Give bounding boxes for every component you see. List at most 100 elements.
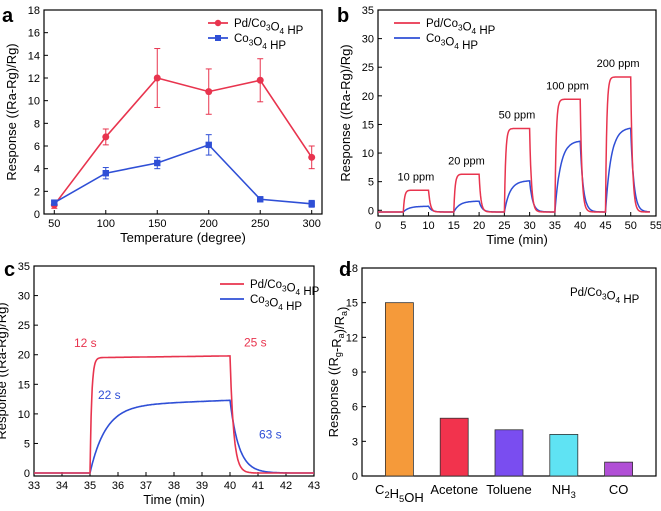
x-tick-label: 36 (112, 480, 124, 492)
y-tick-label: 25 (362, 62, 374, 74)
panel-c-chart: 0 5 10 15 20 25 30 35 33 34 35 36 37 38 39 40 41 42 43 Time… (0, 261, 320, 507)
y-tick-label: 6 (352, 402, 358, 414)
y-tick-label: 12 (346, 332, 358, 344)
panel-label-c: c (4, 259, 15, 281)
x-axis-label: Temperature (degree) (120, 230, 246, 245)
y-tick-label: 4 (34, 164, 40, 176)
y-tick-label: 8 (34, 118, 40, 130)
data-point (153, 74, 161, 82)
y-tick-label: 10 (18, 409, 30, 421)
series-line-pd (378, 76, 650, 213)
response-time-label: 12 s (74, 336, 97, 350)
y-axis-label: Response ((Rg-Ra)/Ra) (326, 307, 350, 438)
legend-entry: Co3O4 HP (234, 33, 286, 52)
y-tick-label: 10 (28, 96, 40, 108)
y-tick-label: 9 (352, 367, 358, 379)
bar (384, 302, 414, 477)
y-tick-label: 25 (18, 320, 30, 332)
series-line (53, 77, 313, 206)
x-tick-label: 300 (303, 218, 321, 230)
x-tick-label: 38 (168, 480, 180, 492)
y-tick-label: 35 (18, 261, 30, 273)
data-point (256, 76, 264, 84)
x-tick-label: 50 (48, 218, 60, 230)
bar (604, 461, 633, 477)
x-tick-label: 150 (148, 218, 166, 230)
x-category-label: C2H5OH (375, 482, 424, 505)
x-category-label: Acetone (430, 482, 478, 497)
x-axis-label: Time (min) (486, 232, 548, 247)
series-line (53, 143, 312, 205)
y-tick-label: 16 (28, 28, 40, 40)
legend-entry: Co3O4 HP (250, 294, 302, 313)
x-category-label: NH3 (552, 482, 576, 500)
y-tick-label: 15 (346, 298, 358, 310)
panel-b-chart: 0 5 10 15 20 25 30 35 0 5 10 15 20 25 30 35 40 45 50 55 Time… (338, 5, 661, 247)
y-tick-label: 2 (34, 186, 40, 198)
recovery-time-label: 63 s (259, 428, 282, 442)
y-tick-label: 30 (18, 291, 30, 303)
y-tick-label: 18 (28, 5, 40, 17)
y-tick-label: 5 (368, 177, 374, 189)
y-tick-label: 0 (34, 209, 40, 221)
x-tick-label: 35 (549, 220, 561, 232)
y-tick-label: 14 (28, 50, 40, 62)
plot-frame (377, 9, 657, 217)
x-tick-label: 33 (28, 480, 40, 492)
y-tick-label: 18 (346, 263, 358, 275)
concentration-label: 50 ppm (499, 110, 536, 122)
data-point (257, 196, 264, 203)
y-axis-label: Response ((Ra-Rg)/Rg) (338, 44, 353, 181)
x-tick-label: 43 (308, 480, 320, 492)
data-point (308, 153, 316, 161)
x-tick-label: 30 (524, 220, 536, 232)
x-tick-label: 100 (97, 218, 115, 230)
x-tick-label: 0 (375, 220, 381, 232)
x-tick-label: 40 (224, 480, 236, 492)
legend-entry: Pd/Co3O4 HP (234, 18, 304, 37)
y-tick-label: 6 (34, 141, 40, 153)
x-tick-label: 41 (252, 480, 264, 492)
x-tick-label: 20 (473, 220, 485, 232)
y-tick-label: 35 (362, 5, 374, 17)
plot-frame (43, 9, 323, 215)
legend-entry: Co3O4 HP (426, 33, 478, 52)
y-tick-label: 0 (24, 468, 30, 480)
data-point (308, 200, 315, 207)
series-line-pd (34, 355, 314, 474)
x-tick-label: 55 (650, 220, 661, 232)
data-point (205, 88, 213, 96)
legend-marker (215, 35, 221, 41)
concentration-label: 10 ppm (398, 172, 435, 184)
x-tick-label: 10 (422, 220, 434, 232)
concentration-label: 20 ppm (448, 156, 485, 168)
y-tick-label: 5 (24, 438, 30, 450)
x-tick-label: 25 (498, 220, 510, 232)
y-tick-label: 15 (362, 119, 374, 131)
data-point (51, 199, 58, 206)
x-tick-label: 200 (200, 218, 218, 230)
panel-d-chart: 0 3 6 9 12 15 18 Response ((Rg-Ra)/Ra) C2H5OH Ace… (326, 263, 657, 505)
y-tick-label: 15 (18, 379, 30, 391)
legend-entry: Pd/Co3O4 HP (250, 279, 320, 298)
data-point (102, 170, 109, 177)
recovery-time-label: 25 s (244, 335, 267, 349)
y-tick-label: 10 (362, 148, 374, 160)
concentration-label: 200 ppm (597, 58, 640, 70)
y-axis-label: Response ((Ra-Rg)/Rg) (0, 302, 9, 439)
x-tick-label: 50 (625, 220, 637, 232)
x-tick-label: 42 (280, 480, 292, 492)
y-tick-label: 30 (362, 34, 374, 46)
data-point (154, 159, 161, 167)
y-axis-label: Response ((Ra-Rg)/Rg) (4, 43, 19, 180)
inset-sample-label: Pd/Co3O4 HP (570, 287, 640, 306)
y-tick-label: 0 (352, 471, 358, 483)
panel-label-b: b (337, 5, 349, 27)
data-point (102, 133, 110, 141)
x-tick-label: 37 (140, 480, 152, 492)
y-tick-label: 0 (368, 205, 374, 217)
x-tick-label: 250 (251, 218, 269, 230)
bar (494, 429, 524, 477)
x-tick-label: 40 (574, 220, 586, 232)
